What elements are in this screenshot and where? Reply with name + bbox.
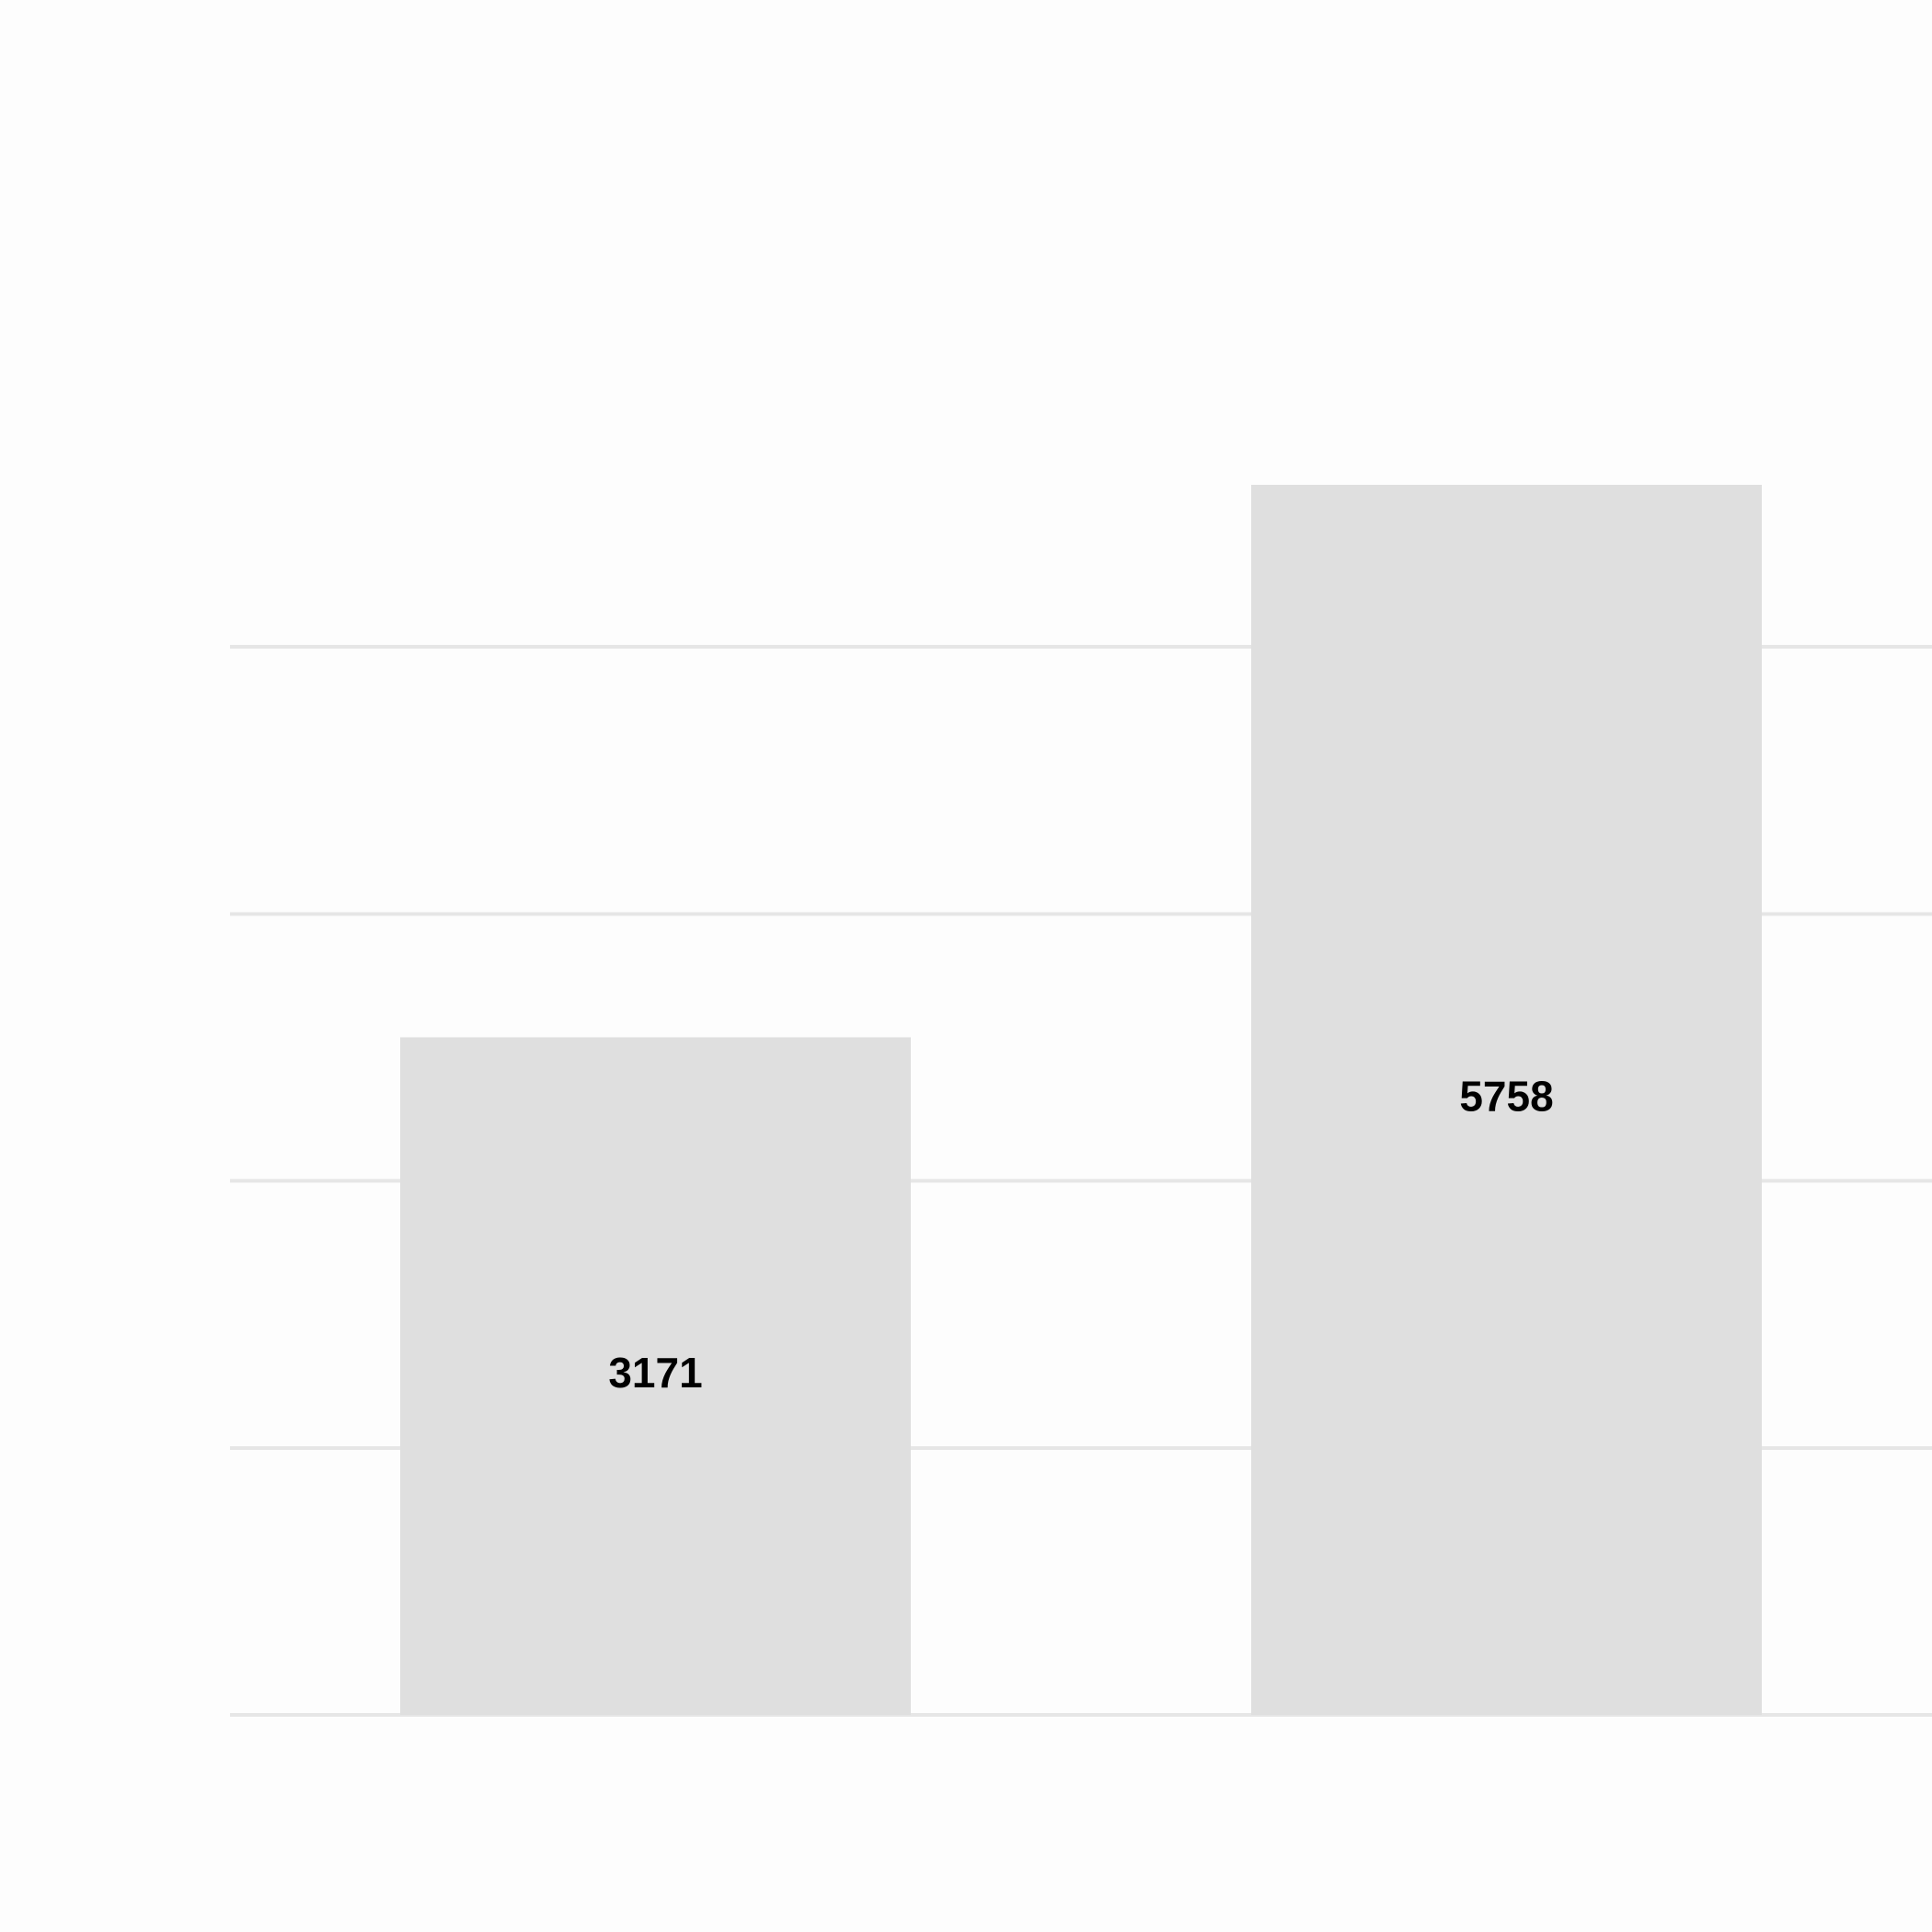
bar-1 (400, 1037, 911, 1715)
data-labels: 3171 5758 (608, 1073, 1553, 1397)
bar-value-label-2: 5758 (1459, 1073, 1553, 1121)
bar-value-label-1: 3171 (608, 1349, 702, 1397)
bars (400, 485, 1762, 1715)
bar-2 (1251, 485, 1762, 1715)
